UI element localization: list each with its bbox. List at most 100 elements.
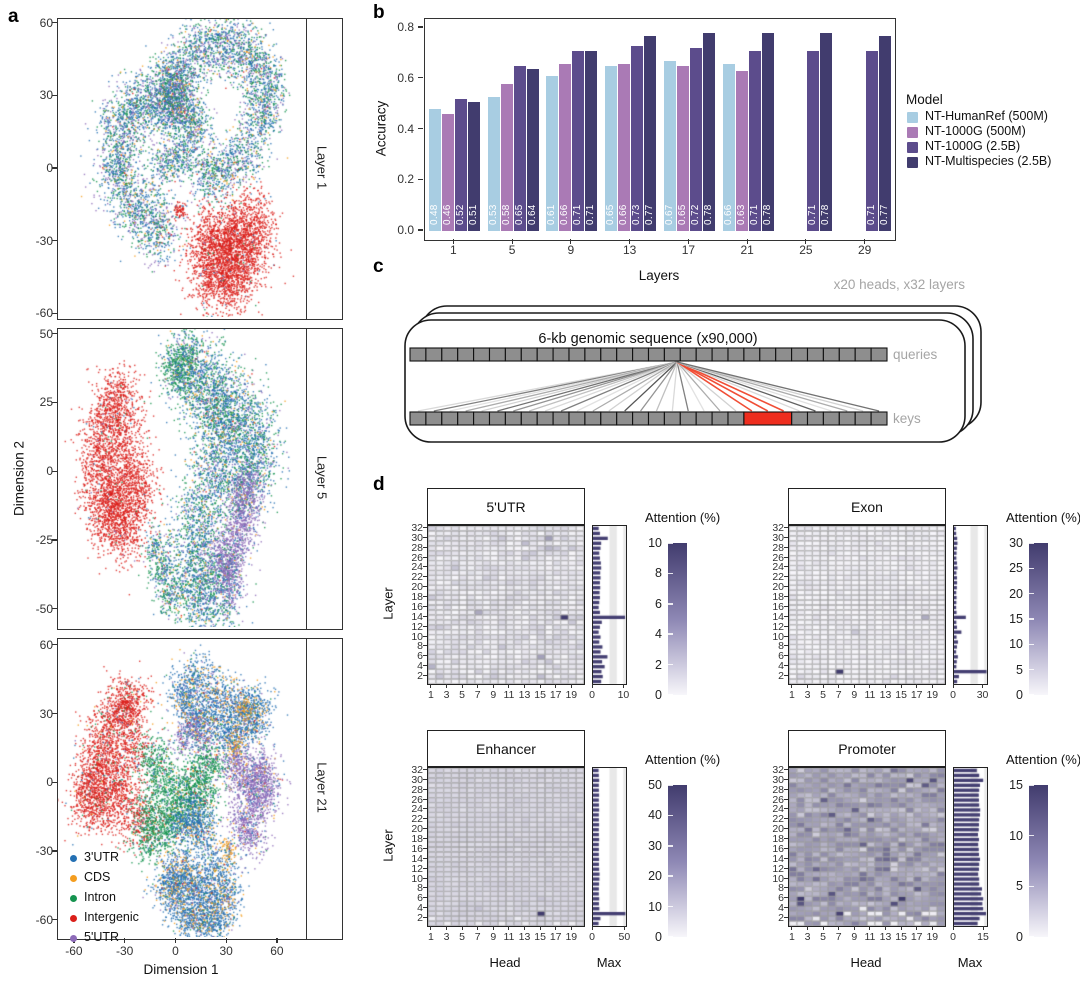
key-token: [711, 411, 729, 426]
heads-layers-annotation: x20 heads, x32 layers: [834, 277, 966, 292]
bar: [559, 63, 572, 231]
bar-value-label: 0.71: [572, 204, 584, 225]
layer-tick-mark: [423, 665, 427, 667]
bar: [761, 33, 774, 231]
layer-tick-mark: [784, 615, 788, 617]
layer-tick-label: 26: [772, 793, 784, 806]
layer-tick-mark: [423, 655, 427, 657]
heatmap-frame: [427, 525, 585, 685]
colorbar-tick-label: 10: [1009, 828, 1023, 843]
attention-line: [676, 361, 689, 412]
colorbar-tick-mark: [1029, 936, 1034, 938]
layer-axis-label: Layer: [380, 829, 396, 862]
bar: [428, 109, 441, 231]
y-tick-mark: [52, 22, 57, 24]
colorbar-tick-mark: [1029, 542, 1034, 544]
query-token: [425, 347, 443, 362]
layer-tick-label: 8: [778, 640, 784, 653]
layer-tick-mark: [423, 576, 427, 578]
layer-tick-label: 28: [411, 783, 423, 796]
bar: [807, 50, 820, 231]
query-token: [695, 347, 713, 362]
y-tick-mark: [52, 239, 57, 242]
bar-value-label: 0.78: [761, 204, 773, 225]
query-token: [727, 347, 745, 362]
max-tick-mark: [622, 683, 624, 688]
colorbar-tick-label: 15: [1009, 778, 1023, 792]
max-bars-frame: [592, 525, 627, 685]
key-token: [425, 411, 443, 426]
layer-tick-mark: [784, 596, 788, 598]
query-token: [584, 347, 602, 362]
facet-box: Layer 1: [57, 18, 343, 320]
attention-line: [676, 361, 816, 412]
bar-value-label: 0.65: [513, 204, 525, 225]
legend-item-label: NT-1000G (500M): [925, 124, 1026, 138]
bar-value-label: 0.71: [748, 204, 760, 225]
bar-value-label: 0.72: [689, 204, 701, 225]
head-tick-label: 7: [474, 689, 481, 701]
layer-tick-mark: [423, 768, 427, 770]
bar: [735, 71, 748, 231]
layer-tick-label: 16: [411, 842, 423, 855]
layer-tick-label: 2: [778, 912, 784, 925]
head-tick-mark: [508, 925, 510, 930]
max-axis-max-label: 30: [976, 689, 989, 701]
facet-strip-divider: [306, 639, 308, 939]
head-tick-label: 13: [518, 689, 531, 701]
max-axis-zero-label: 0: [950, 689, 956, 701]
layer-tick-label: 20: [411, 581, 423, 594]
query-token: [552, 347, 570, 362]
x-tick-label: 13: [622, 243, 637, 257]
head-tick-label: 13: [518, 931, 531, 943]
y-tick-mark: [52, 919, 57, 921]
facet-box: Layer 21: [57, 638, 343, 940]
head-tick-mark: [492, 683, 494, 688]
heatmap-title-box: Exon: [788, 488, 946, 525]
bar-value-label: 0.77: [879, 204, 891, 225]
key-token: [727, 411, 745, 426]
head-tick-label: 5: [820, 931, 827, 943]
layer-tick-label: 18: [772, 591, 784, 604]
layer-tick-mark: [423, 887, 427, 889]
legend-swatch: [907, 156, 918, 168]
layer-tick-mark: [784, 768, 788, 770]
query-token: [791, 347, 809, 362]
bar-value-label: 0.65: [605, 204, 617, 225]
colorbar-tick-mark: [1029, 834, 1034, 837]
layer-tick-mark: [423, 635, 427, 637]
layer-tick-label: 2: [417, 912, 423, 925]
key-token: [457, 411, 475, 426]
query-token: [870, 347, 888, 362]
x-tick-label: -30: [115, 944, 134, 958]
layer-tick-label: 14: [411, 852, 423, 865]
query-token: [711, 347, 729, 362]
scatter-canvas: [58, 639, 305, 937]
bar: [879, 35, 892, 231]
query-token: [457, 347, 475, 362]
layer-tick-mark: [784, 867, 788, 869]
head-tick-label: 11: [864, 689, 876, 701]
layer-tick-label: 28: [772, 783, 784, 796]
bar-value-label: 0.58: [500, 204, 512, 225]
query-token: [473, 347, 491, 362]
bar: [526, 68, 539, 231]
x-tick-label: 17: [681, 243, 696, 257]
layer-tick-mark: [784, 857, 788, 859]
layer-tick-mark: [423, 625, 427, 627]
y-tick-mark: [52, 470, 57, 472]
max-bars-frame: [953, 767, 988, 927]
y-tick-label: 0: [46, 161, 53, 175]
head-tick-mark: [539, 925, 541, 930]
layer-tick-label: 20: [772, 823, 784, 836]
attention-line: [671, 361, 678, 412]
head-tick-label: 7: [835, 689, 842, 701]
layer-tick-mark: [784, 566, 788, 568]
y-tick-label: -30: [35, 233, 53, 248]
layer-tick-mark: [784, 546, 788, 548]
head-tick-label: 17: [910, 689, 923, 701]
head-tick-mark: [477, 925, 479, 930]
head-tick-label: 1: [788, 931, 795, 943]
layer-tick-mark: [784, 917, 788, 919]
key-token: [647, 411, 665, 426]
